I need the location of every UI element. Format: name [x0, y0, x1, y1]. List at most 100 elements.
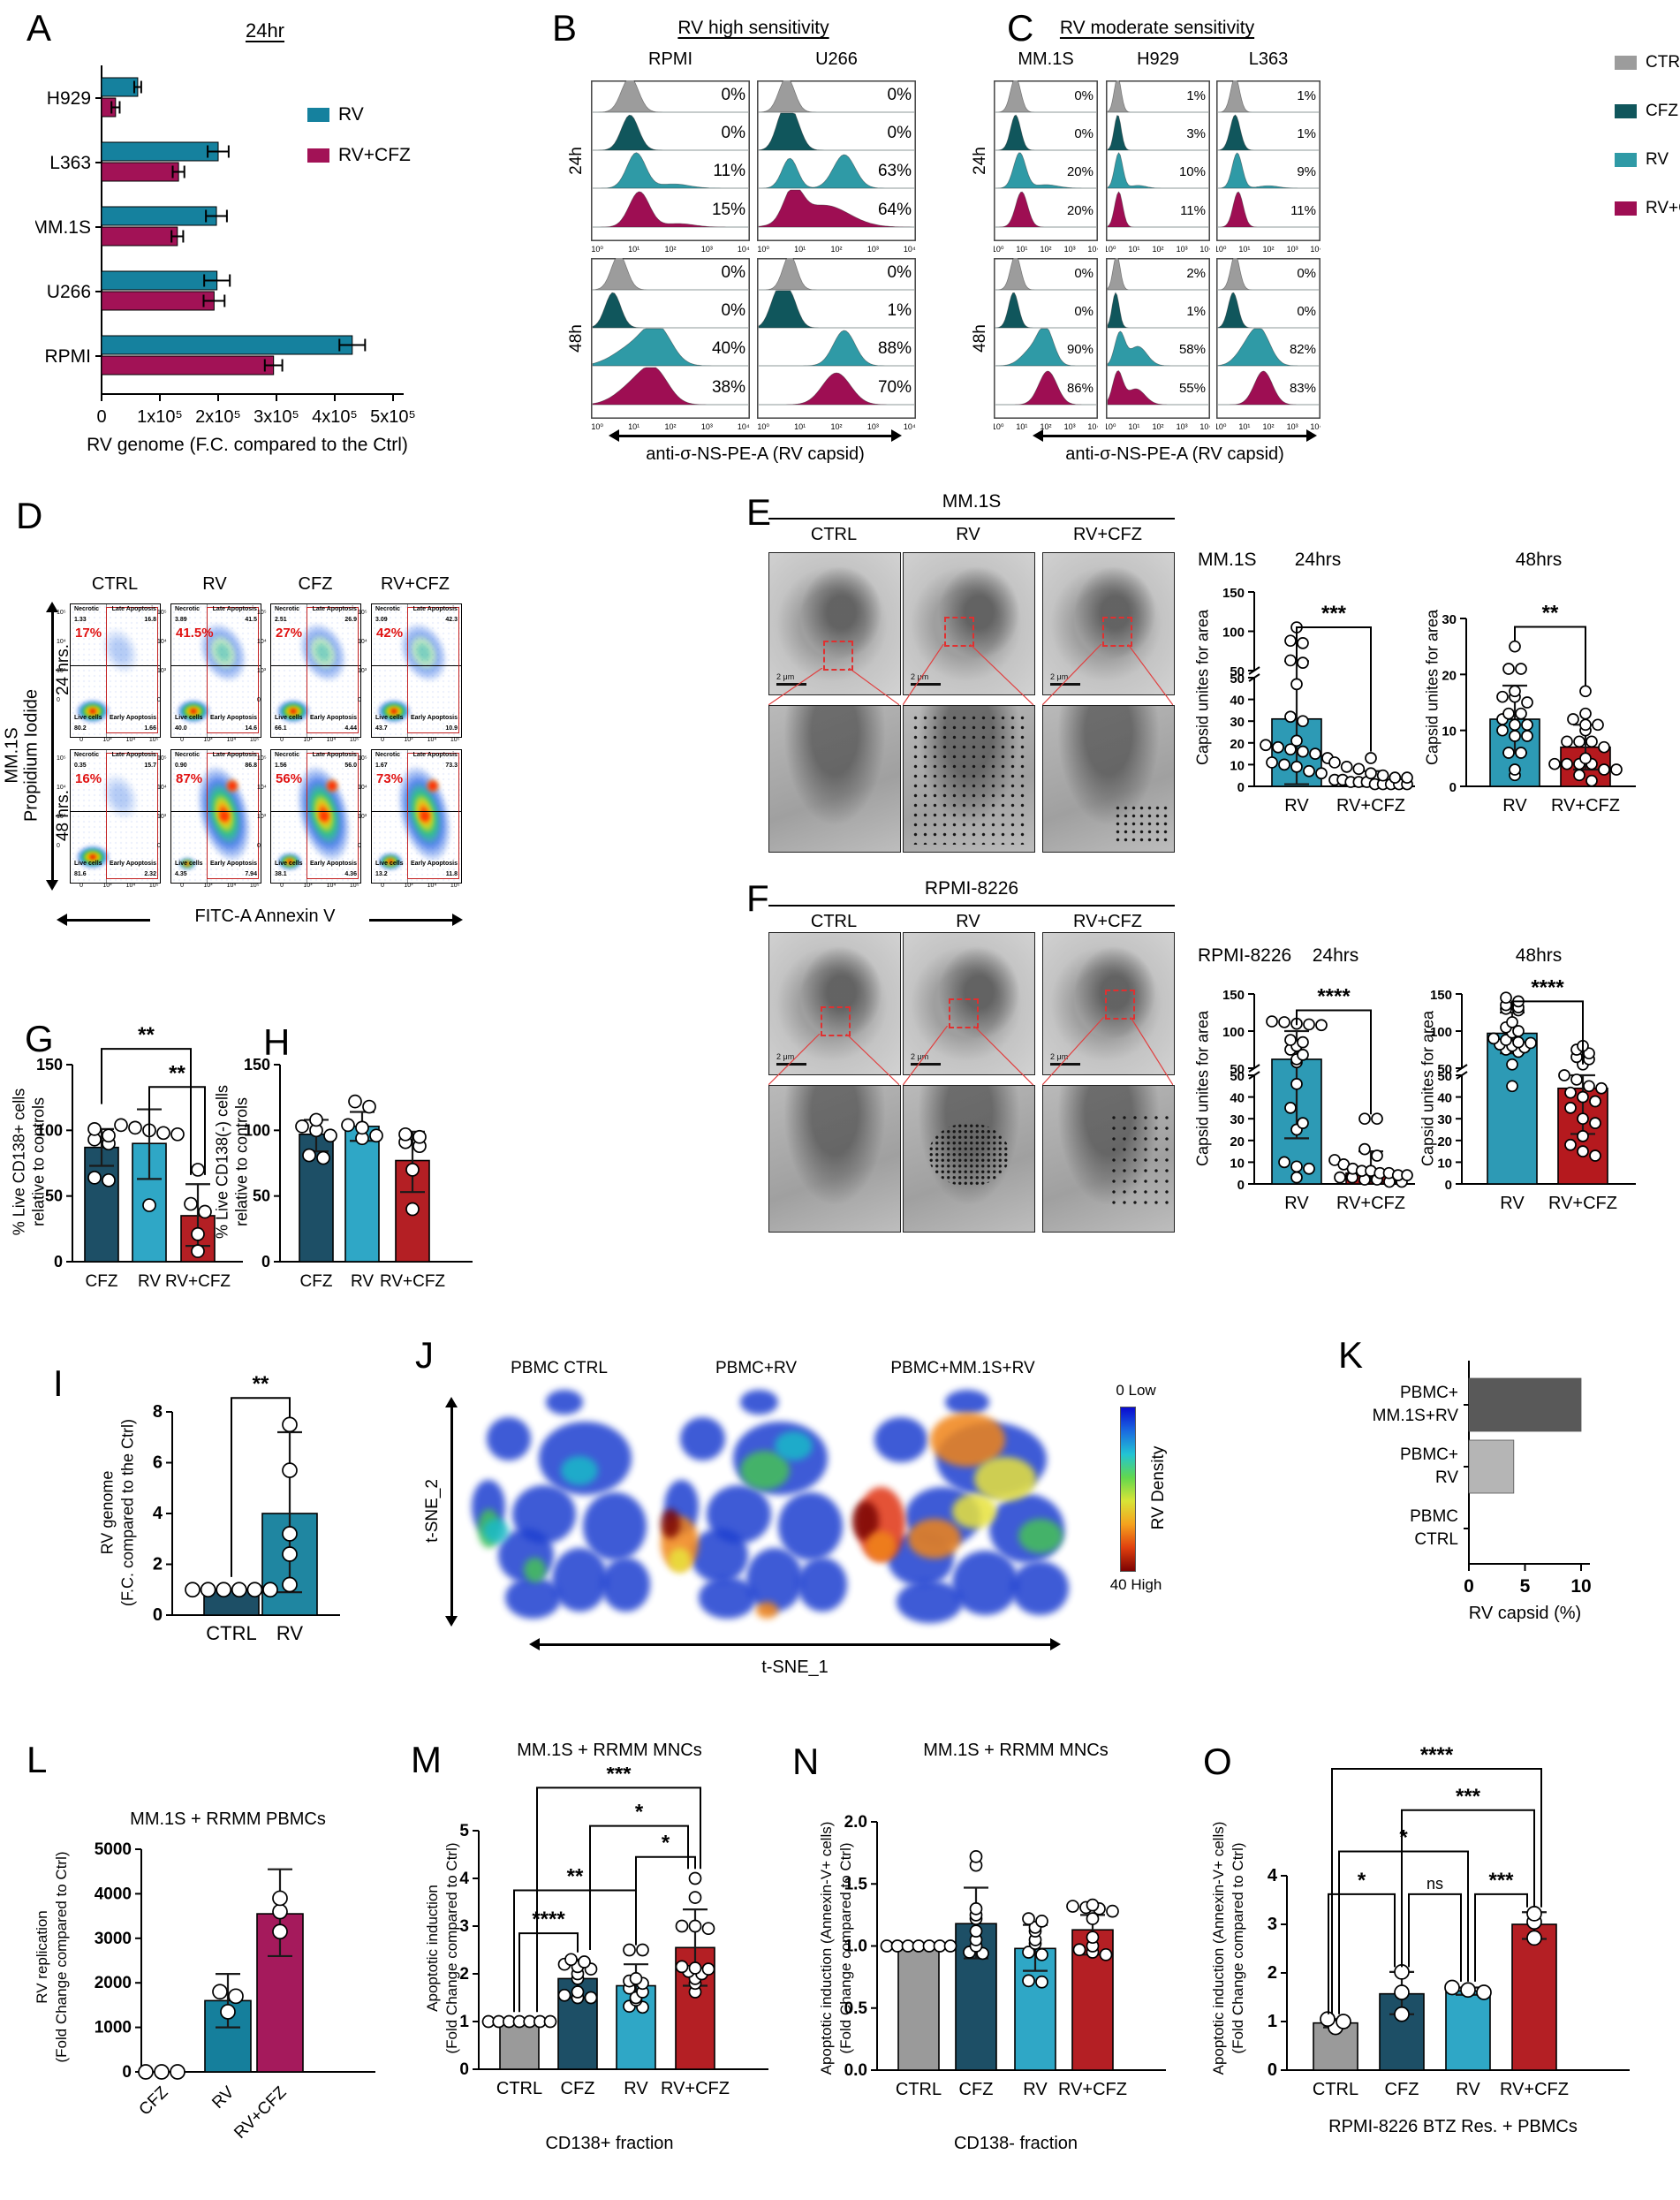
tsne-cluster: [524, 1558, 547, 1582]
data-point: [102, 1128, 116, 1143]
y-tick-label: 3: [459, 1917, 469, 1936]
pct-label-RV+CFZ: 83%: [1290, 381, 1316, 396]
quad-label-necrotic: Necrotic: [74, 752, 100, 759]
apoptosis-pct: 17%: [75, 626, 102, 641]
data-point: [216, 1582, 232, 1598]
x-tick-label: 10³: [404, 883, 413, 889]
histogram-RV+CFZ: [1218, 191, 1319, 228]
data-point: [1476, 1984, 1492, 2000]
y-tick-label: 30: [1230, 715, 1245, 730]
data-point: [1394, 2006, 1410, 2022]
x-tick-label: 5: [1520, 1576, 1531, 1597]
histogram-RV: [759, 330, 914, 367]
data-point: [282, 1576, 298, 1593]
data-point: [1610, 763, 1623, 776]
live-cells-cluster: [275, 851, 306, 872]
y-tick-label: 4: [459, 1870, 469, 1888]
x-tick-label: 10²: [1040, 245, 1051, 254]
chart-E-48h: 0 10 20 30 RV RV+CFZ **: [1442, 602, 1636, 816]
legend-swatch-ctrl: [1615, 56, 1637, 70]
flow-histogram-RPMI-48h: 0% 0% 40% 38% 10⁰ 10¹ 10² 10³ 10⁴: [591, 254, 750, 435]
data-point: [701, 1922, 715, 1936]
pct-label-CFZ: 0%: [1074, 304, 1094, 319]
data-point: [1365, 752, 1377, 764]
y-tick-label: 10⁵: [358, 755, 367, 762]
data-point: [1284, 654, 1297, 667]
y-tick-label: 3: [1268, 1915, 1277, 1934]
hotspot: [216, 808, 232, 824]
capsid-ylabel: Capsid unites for area: [1193, 1010, 1212, 1167]
histogram-RV+CFZ: [1107, 191, 1208, 228]
sig-bracket: [635, 1855, 696, 1943]
x-tick-label: 10²: [1152, 422, 1163, 431]
y-tick-label: 30: [1442, 612, 1457, 627]
data-point: [1577, 1090, 1589, 1104]
necrotic-value: 0.35: [74, 762, 87, 769]
data-point: [1589, 1095, 1601, 1108]
scale-bar-label: 2 μm: [1050, 1052, 1069, 1061]
tsne-cluster: [951, 1551, 1018, 1616]
sig-bracket: [231, 1397, 291, 1577]
quad-label-necrotic: Necrotic: [375, 606, 401, 613]
data-point: [969, 1924, 983, 1938]
flow-plot-area: [71, 750, 160, 883]
quad-label-late-apoptosis: Late Apoptosis: [212, 752, 257, 759]
panel-label-M: M: [411, 1739, 442, 1780]
quad-label-necrotic: Necrotic: [275, 606, 300, 613]
panel-O-ylabel-1: Apoptotic induction (Annexin-V+ cells): [1210, 1821, 1227, 2075]
panel-J-title-rv: PBMC+RV: [715, 1359, 798, 1377]
data-point: [142, 1198, 156, 1212]
data-point: [1502, 747, 1515, 759]
data-point: [1570, 1073, 1583, 1086]
y-tick-label: 10⁴: [57, 785, 66, 791]
y-tick-label: 50: [1230, 1062, 1245, 1077]
panel-label-L: L: [26, 1739, 48, 1780]
late-apoptosis-value: 42.3: [445, 616, 458, 623]
panel-label-F: F: [746, 877, 769, 919]
data-point: [1561, 735, 1573, 748]
legend-label-rvcfz: RV+CFZ: [338, 145, 411, 165]
tsne-cluster: [505, 1577, 561, 1619]
flow-plot-area: [372, 604, 461, 737]
y-tick-label: 10⁵: [358, 610, 367, 616]
x-tick-label: 10³: [701, 245, 713, 254]
panel-F-cellline: RPMI-8226: [924, 878, 1019, 899]
scale-bar: [1050, 1063, 1080, 1066]
tsne-cluster: [745, 1548, 804, 1612]
x-tick-label: 10⁴: [738, 245, 750, 254]
legend-swatch-rvcfz: [307, 148, 329, 163]
tsne-cluster: [907, 1519, 961, 1559]
pct-label-CFZ: 0%: [1297, 304, 1316, 319]
flow-histogram-U266-48h: 0% 1% 88% 70% 10⁰ 10¹ 10² 10³ 10⁴: [757, 254, 916, 435]
panel-J-title-mm1srv: PBMC+MM.1S+RV: [890, 1359, 1035, 1377]
bar-RV: [1445, 1990, 1491, 2071]
y-tick-label: 0: [57, 843, 60, 849]
tsne-cluster: [668, 1548, 692, 1573]
apoptosis-gate: [407, 607, 459, 733]
data-point: [1521, 718, 1533, 732]
tsne-cluster: [897, 1581, 963, 1623]
hotspot: [416, 808, 433, 824]
y-tick-label: 4000: [95, 1885, 132, 1903]
data-point: [688, 1961, 702, 1975]
tsne-cluster: [775, 1431, 813, 1460]
x-tick-label: 2x10⁵: [195, 407, 241, 427]
data-point: [629, 1972, 643, 1985]
x-tick-label: 10⁵: [349, 883, 359, 889]
histogram-RV+CFZ: [1107, 370, 1208, 406]
panel-E-chart2-title: 48hrs: [1515, 550, 1563, 570]
category-label: CFZ: [1385, 2080, 1419, 2099]
y-tick-label: 20: [1230, 737, 1245, 752]
data-point: [1290, 1077, 1303, 1090]
data-point: [1515, 747, 1527, 759]
apoptosis-gate: [207, 607, 259, 733]
x-tick-label: 10⁴: [125, 737, 136, 743]
sig-label: **: [253, 1372, 269, 1396]
panel-E-col-rvcfz: RV+CFZ: [1073, 525, 1142, 544]
x-tick-label: 10¹: [1128, 422, 1139, 431]
tsne-cluster: [546, 1390, 584, 1415]
y-tick-label: 30: [1230, 1112, 1245, 1127]
data-point: [1561, 757, 1573, 770]
y-tick-label: 1.0: [844, 1938, 867, 1956]
y-tick-label: 50: [253, 1187, 270, 1205]
